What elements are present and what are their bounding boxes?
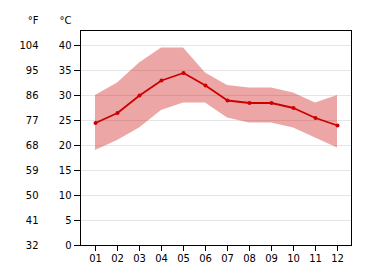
svg-text:77: 77 — [26, 115, 39, 126]
svg-text:40: 40 — [59, 40, 72, 51]
svg-text:95: 95 — [26, 65, 39, 76]
svg-text:09: 09 — [265, 253, 278, 264]
svg-text:50: 50 — [26, 190, 39, 201]
svg-text:41: 41 — [26, 215, 39, 226]
svg-text:25: 25 — [59, 115, 72, 126]
svg-text:10: 10 — [59, 190, 72, 201]
svg-text:0: 0 — [65, 240, 71, 251]
svg-text:12: 12 — [331, 253, 344, 264]
svg-text:°C: °C — [60, 15, 72, 26]
svg-text:05: 05 — [177, 253, 190, 264]
svg-text:15: 15 — [59, 165, 72, 176]
svg-text:02: 02 — [111, 253, 124, 264]
svg-text:5: 5 — [65, 215, 71, 226]
svg-text:104: 104 — [19, 40, 38, 51]
svg-text:35: 35 — [59, 65, 72, 76]
svg-text:20: 20 — [59, 140, 72, 151]
svg-text:01: 01 — [89, 253, 102, 264]
svg-text:32: 32 — [26, 240, 39, 251]
svg-text:68: 68 — [26, 140, 39, 151]
svg-text:03: 03 — [133, 253, 146, 264]
svg-text:86: 86 — [26, 90, 39, 101]
svg-text:06: 06 — [199, 253, 212, 264]
svg-text:07: 07 — [221, 253, 234, 264]
svg-text:°F: °F — [28, 15, 39, 26]
svg-text:04: 04 — [155, 253, 168, 264]
svg-text:59: 59 — [26, 165, 39, 176]
svg-text:10: 10 — [287, 253, 300, 264]
svg-text:08: 08 — [243, 253, 256, 264]
svg-text:30: 30 — [59, 90, 72, 101]
svg-text:11: 11 — [309, 253, 322, 264]
